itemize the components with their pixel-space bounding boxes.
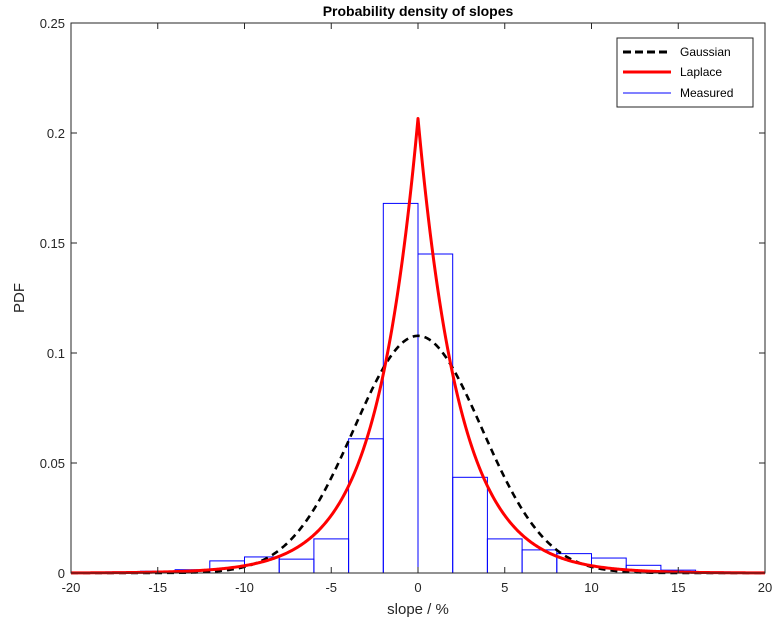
legend-label-measured: Measured [680,86,733,100]
x-tick-label: 5 [501,580,508,595]
x-tick-label: -10 [235,580,254,595]
legend: Gaussian Laplace Measured [616,37,754,108]
curve-laplace [70,116,766,575]
legend-label-gaussian: Gaussian [680,45,731,59]
y-axis-label: PDF [11,283,28,313]
y-tick-label: 0 [58,566,65,581]
x-tick-label: 0 [414,580,421,595]
y-tick-label: 0.15 [40,236,65,251]
x-tick-label: -5 [325,580,337,595]
x-tick-label: -15 [148,580,167,595]
y-tick-label: 0.1 [47,346,65,361]
x-tick-label: 20 [758,580,772,595]
x-tick-label: 15 [671,580,685,595]
chart-title: Probability density of slopes [323,3,514,19]
x-tick-label: 10 [584,580,598,595]
x-tick-label: -20 [62,580,81,595]
y-tick-label: 0.2 [47,126,65,141]
y-tick-label: 0.25 [40,16,65,31]
legend-label-laplace: Laplace [680,65,722,79]
tick-layer: -20 -15 -10 -5 0 5 10 15 20 0 0.05 0.1 0.15 0.2 0.25 [40,16,773,595]
x-axis-label: slope / % [387,601,449,618]
y-tick-label: 0.05 [40,456,65,471]
